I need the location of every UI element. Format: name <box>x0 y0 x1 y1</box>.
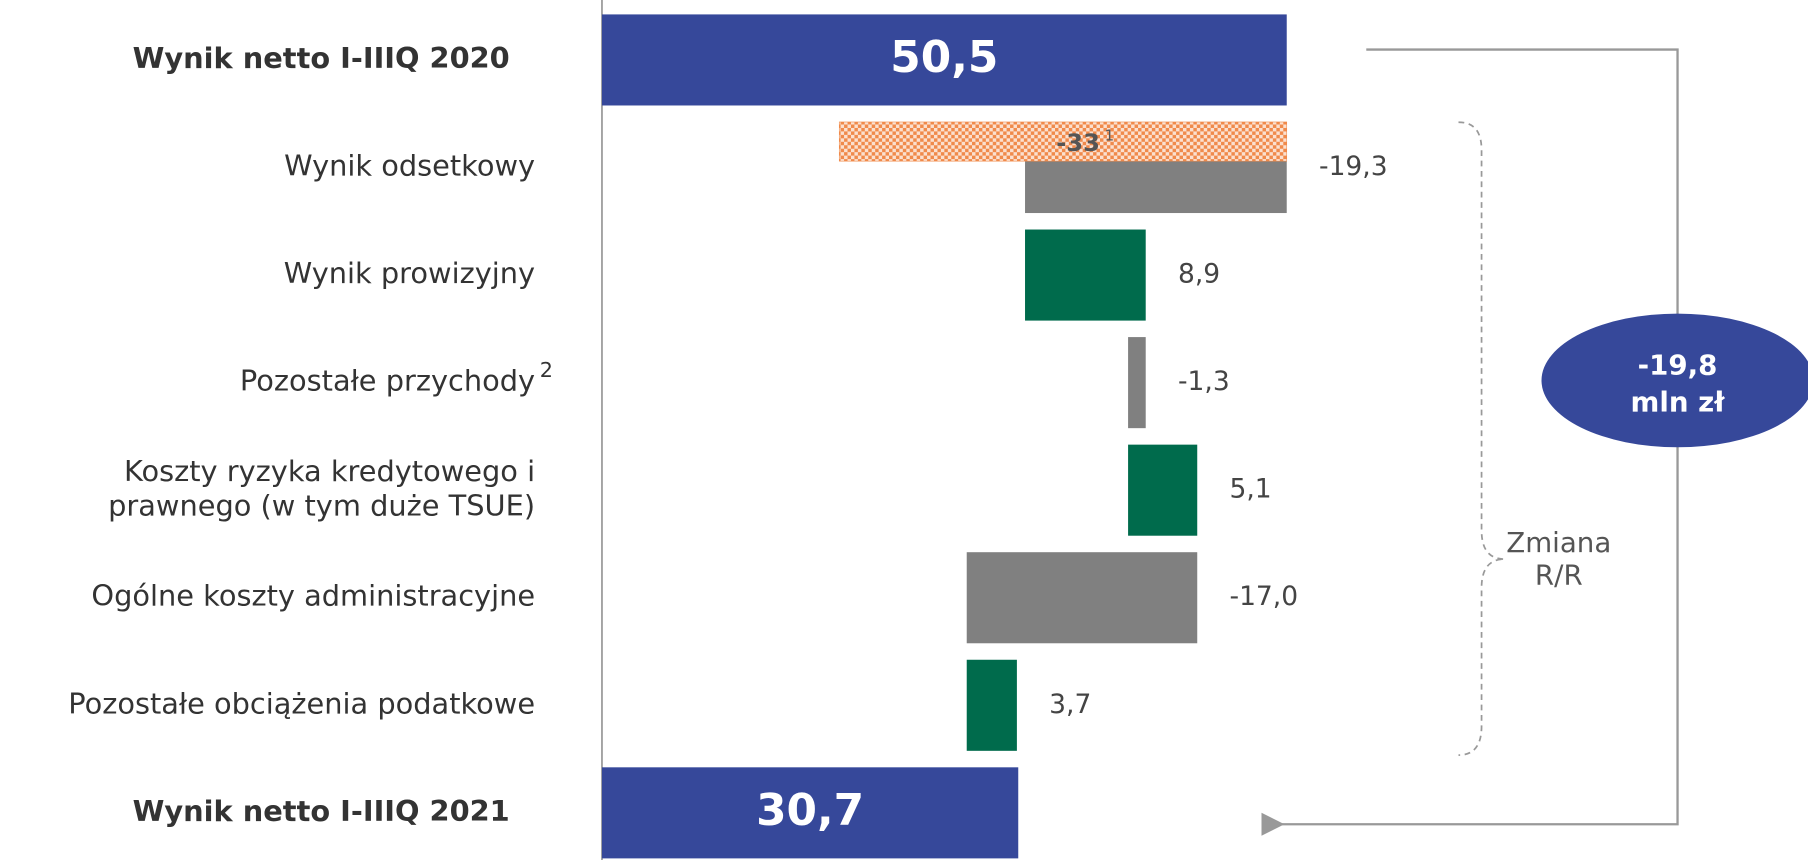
value-label: -19,3 <box>1319 151 1388 182</box>
category-label: Koszty ryzyka kredytowego i prawnego (w t… <box>108 454 535 523</box>
bar <box>601 767 1019 859</box>
category-label: Pozostałe przychody <box>240 364 535 398</box>
value-label: 30,7 <box>756 785 864 836</box>
category-label: Pozostałe obciążenia podatkowe <box>68 686 535 720</box>
change-label: -19,8 mln zł <box>1631 349 1726 419</box>
annotation-label: -33 <box>1056 129 1100 157</box>
value-label: -17,0 <box>1230 581 1299 612</box>
category-label: Wynik odsetkowy <box>284 149 535 183</box>
value-label: -1,3 <box>1178 366 1230 397</box>
category-label: Wynik netto I-IIIQ 2020 <box>133 41 510 75</box>
category-label: Wynik prowizyjny <box>284 256 535 290</box>
bar <box>966 659 1017 751</box>
category-label: Ogólne koszty administracyjne <box>91 579 535 613</box>
bar <box>601 14 1287 106</box>
footnote-mark: 2 <box>540 358 553 382</box>
value-label: 3,7 <box>1049 689 1091 720</box>
bar <box>1025 229 1146 321</box>
change-ellipse <box>1541 313 1808 448</box>
bracket <box>1458 121 1505 756</box>
annotation-bar <box>838 121 1288 162</box>
bar <box>1128 337 1146 429</box>
annotation-note: 1 <box>1105 126 1115 144</box>
category-label: Wynik netto I-IIIQ 2021 <box>133 794 510 828</box>
bracket-label: Zmiana R/R <box>1506 526 1611 591</box>
value-label: 8,9 <box>1178 259 1220 290</box>
value-label: 50,5 <box>890 32 998 83</box>
value-label: 5,1 <box>1230 474 1272 505</box>
bar <box>1128 444 1198 536</box>
bar <box>966 552 1198 644</box>
